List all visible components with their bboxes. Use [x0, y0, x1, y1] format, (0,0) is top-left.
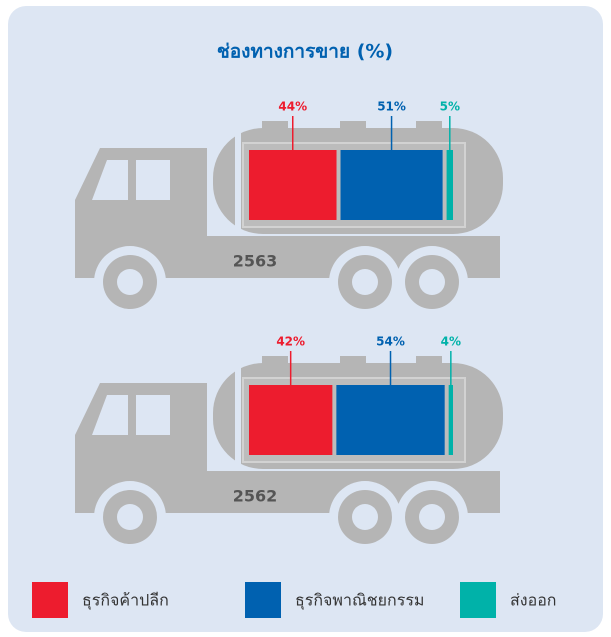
legend-swatch — [245, 582, 281, 618]
legend-label: ธุรกิจพาณิชยกรรม — [295, 591, 424, 611]
value-label: 42% — [276, 335, 305, 349]
category-label: 2562 — [233, 487, 278, 506]
bar — [448, 385, 453, 455]
bar — [446, 150, 453, 220]
value-label: 5% — [440, 100, 460, 114]
bar — [340, 150, 443, 220]
value-label: 54% — [376, 335, 405, 349]
value-label: 4% — [441, 335, 461, 349]
legend-swatch — [32, 582, 68, 618]
value-label: 44% — [278, 100, 307, 114]
bar — [249, 385, 333, 455]
bar — [249, 150, 337, 220]
legend-label: ธุรกิจค้าปลีก — [82, 591, 169, 611]
chart-title: ช่องทางการขาย (%) — [217, 41, 393, 63]
legend-label: ส่งออก — [510, 591, 556, 610]
category-label: 2563 — [233, 252, 278, 271]
value-label: 51% — [377, 100, 406, 114]
bar — [336, 385, 445, 455]
legend-swatch — [460, 582, 496, 618]
